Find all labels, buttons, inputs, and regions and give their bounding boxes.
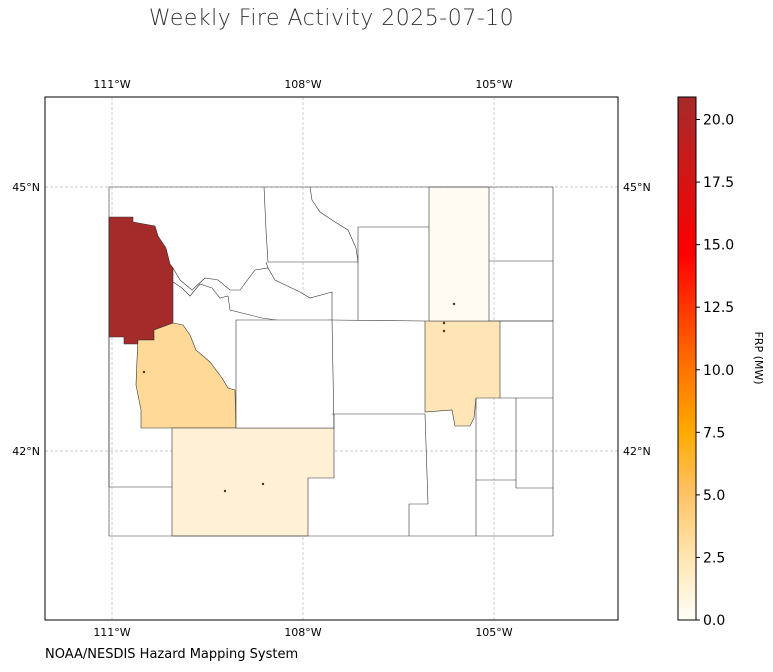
colorbar-tick-label: 12.5 (703, 300, 734, 316)
lon-tick-bottom: 111°W (93, 626, 130, 639)
lon-tick-top: 108°W (284, 78, 321, 91)
county-hot-springs (172, 266, 333, 323)
colorbar-tick-label: 17.5 (703, 175, 734, 191)
county-fremont (135, 322, 237, 429)
lat-tick-right: 42°N (623, 445, 651, 458)
data-credit: NOAA/NESDIS Hazard Mapping System (45, 647, 299, 662)
lat-tick-left: 42°N (12, 445, 40, 458)
fire-point (442, 321, 446, 325)
lon-tick-bottom: 108°W (284, 626, 321, 639)
lat-tick-left: 45°N (12, 181, 40, 194)
colorbar-tick-label: 2.5 (703, 550, 725, 566)
county-converse (424, 320, 501, 427)
fire-point (142, 370, 146, 374)
colorbar-tick-label: 10.0 (703, 363, 734, 379)
lon-tick-bottom: 105°W (475, 626, 512, 639)
county-natrona (235, 319, 335, 429)
map-title: Weekly Fire Activity 2025-07-10 (148, 6, 515, 31)
fire-point (223, 489, 227, 493)
county-campbell (428, 186, 490, 322)
map-border (44, 96, 619, 621)
fire-detections (142, 302, 456, 493)
lon-tick-top: 105°W (475, 78, 512, 91)
colorbar-label: FRP (MW) (752, 331, 765, 384)
colorbar-tick-label: 5.0 (703, 488, 725, 504)
county-layer (108, 186, 554, 537)
colorbar-tick-label: 20.0 (703, 113, 734, 129)
fire-point (261, 482, 265, 486)
colorbar-tick-label: 7.5 (703, 425, 725, 441)
lon-tick-top: 111°W (93, 78, 130, 91)
colorbar-ticks: 0.0 2.5 5.0 7.5 10.0 12.5 15.0 17.5 20.0 (696, 113, 734, 629)
colorbar-tick-label: 15.0 (703, 238, 734, 254)
fire-point (442, 329, 446, 333)
colorbar (677, 96, 697, 621)
lat-tick-right: 45°N (623, 181, 651, 194)
fire-point (452, 302, 456, 306)
colorbar-tick-label: 0.0 (703, 613, 725, 629)
